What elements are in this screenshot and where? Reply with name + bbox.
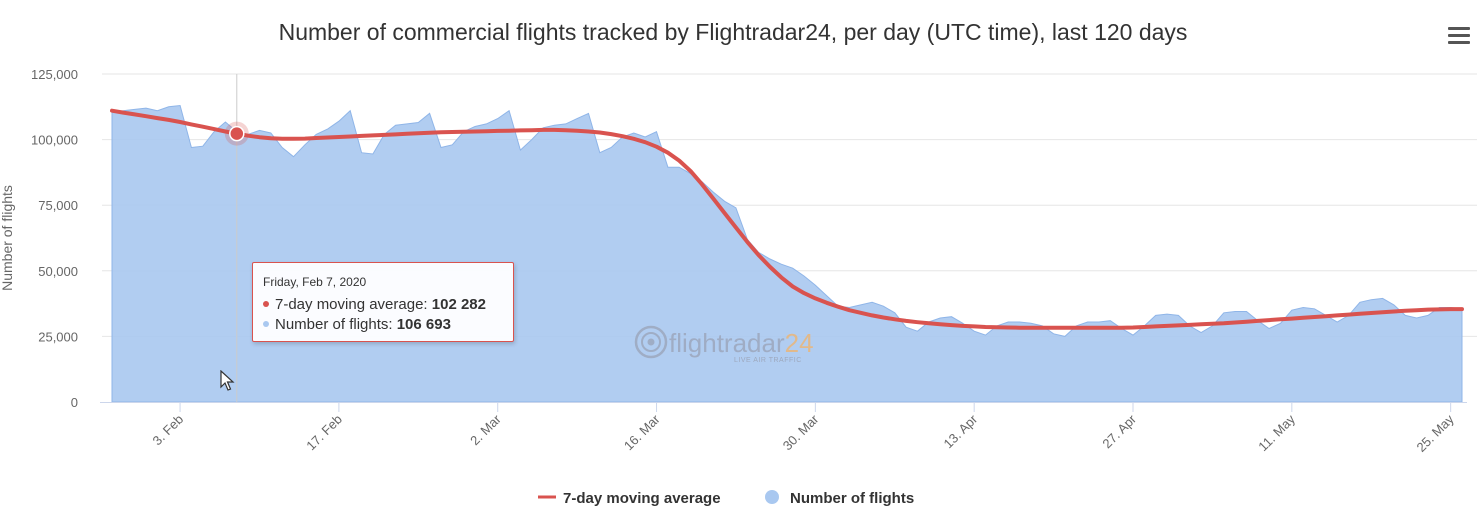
watermark-brand: flightradar <box>669 328 785 358</box>
tooltip-average-value: 102 282 <box>431 296 486 313</box>
x-tick-label: 11. May <box>1255 411 1298 454</box>
legend[interactable]: 7-day moving average Number of flights <box>538 490 914 507</box>
legend-item-number-of-flights[interactable]: Number of flights <box>765 490 914 507</box>
y-axis-label: Number of flights <box>0 185 15 291</box>
x-tick-label: 25. May <box>1413 411 1457 455</box>
x-tick-label: 3. Feb <box>150 412 187 449</box>
tooltip-date: Friday, Feb 7, 2020 <box>263 275 367 289</box>
hover-marker[interactable] <box>229 125 245 142</box>
legend-item-moving-average[interactable]: 7-day moving average <box>538 490 721 507</box>
tooltip-flights-value: 106 693 <box>396 316 451 333</box>
hamburger-menu-icon[interactable] <box>1448 27 1470 45</box>
tooltip-average-dot-icon <box>263 301 269 308</box>
legend-dot-icon <box>765 490 779 504</box>
tooltip-row-flights: Number of flights: 106 693 <box>263 315 513 335</box>
x-tick-label: 27. Apr <box>1099 411 1139 451</box>
x-tick-label: 30. Mar <box>780 411 822 453</box>
y-tick-label: 75,000 <box>38 198 78 213</box>
moving-average-line <box>110 108 1464 330</box>
tooltip: Friday, Feb 7, 2020 7-day moving average… <box>252 262 514 342</box>
y-tick-label: 100,000 <box>31 133 78 148</box>
mouse-cursor-icon <box>220 370 235 391</box>
x-tick-label: 2. Mar <box>467 411 504 448</box>
x-tick-label: 16. Mar <box>621 411 663 453</box>
watermark-brand-number: 24 <box>785 328 814 358</box>
svg-text:flightradar24: flightradar24 <box>669 328 814 358</box>
legend-label-number-of-flights: Number of flights <box>790 490 914 507</box>
x-tick-label: 13. Apr <box>941 411 981 451</box>
tooltip-flights-dot-icon <box>263 321 269 328</box>
y-tick-label: 25,000 <box>38 329 78 344</box>
legend-label-moving-average: 7-day moving average <box>563 490 721 507</box>
tooltip-row-average: 7-day moving average: 102 282 <box>263 295 513 315</box>
y-tick-label: 50,000 <box>38 264 78 279</box>
y-tick-label: 0 <box>71 395 78 410</box>
watermark-tagline: LIVE AIR TRAFFIC <box>734 357 802 364</box>
tooltip-flights-label: Number of flights: <box>275 316 393 333</box>
x-tick-label: 17. Feb <box>303 412 345 454</box>
hover-crosshair <box>224 74 249 402</box>
flightradar24-watermark: flightradar24 LIVE AIR TRAFFIC <box>634 325 814 364</box>
tooltip-average-label: 7-day moving average: <box>275 296 428 313</box>
moving-average-series <box>110 108 1464 330</box>
chart-title: Number of commercial flights tracked by … <box>279 19 1188 45</box>
y-tick-label: 125,000 <box>31 67 78 82</box>
watermark-logo-icon <box>634 325 668 359</box>
